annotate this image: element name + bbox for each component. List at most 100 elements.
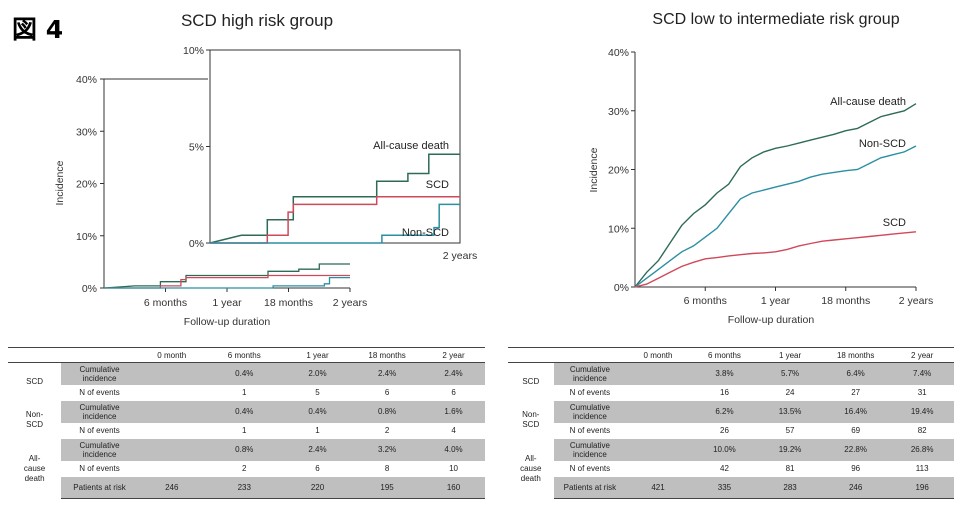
y-tick-label: 0%: [82, 283, 97, 295]
table-header-cell: [508, 347, 554, 363]
x-tick-label: 6 months: [684, 295, 727, 307]
series-line-all-cause-death: [634, 103, 917, 288]
table-cell: 24: [785, 388, 795, 397]
table-row: Non- SCD Cumulative incidence 0.4% 0.4% 0.8%…: [8, 400, 485, 429]
table-row: SCD Cumulative incidence 3.8% 5.7% 6.4% 7.4%: [508, 362, 954, 386]
group-label: All- cause death: [520, 453, 542, 483]
table-cell: 57: [785, 426, 795, 435]
table-cell: 335: [689, 476, 760, 499]
table-row: N of events 16 24 27 31: [508, 385, 954, 401]
table-cell: 1: [242, 426, 247, 435]
inset-y-tick-label: 0%: [189, 238, 204, 250]
table-cell: 160: [422, 476, 485, 499]
table-cell: 2.4%: [282, 438, 353, 461]
chart-title: SCD low to intermediate risk group: [652, 11, 899, 28]
table-cell: [138, 423, 206, 439]
table-cell: 5: [315, 388, 320, 397]
inset-series-line-scd: [210, 195, 460, 244]
table-cell: 220: [282, 476, 353, 499]
inset-y-tick-label: 10%: [183, 45, 204, 57]
table-header-cell: [553, 347, 627, 363]
table-low-intermediate-risk: 0 month 6 months 1 year 18 months 2 year SCD C…: [508, 347, 954, 499]
table-row: N of events 42 81 96 113: [508, 461, 954, 477]
x-axis-label: Follow-up duration: [184, 316, 271, 328]
table-cell: 6: [384, 388, 390, 397]
table-cell: 19.4%: [890, 400, 954, 423]
inset-frame: [209, 49, 461, 244]
series-label-all-cause-death: All-cause death: [830, 96, 906, 108]
charts-canvas: SCD high risk group 0% 10% 20% 30% 40% 6 month…: [54, 11, 933, 328]
chart-low-intermediate-risk: SCD low to intermediate risk group 0% 10% 2…: [588, 11, 933, 326]
row-label: Cumulative incidence: [61, 438, 138, 461]
table-cell: [626, 438, 690, 461]
inset-series-line-non-scd: [210, 203, 460, 244]
table-cell: 81: [785, 464, 795, 473]
table-cell: 96: [851, 464, 861, 473]
table-cell: [626, 400, 690, 423]
y-tick-label: 30%: [76, 126, 97, 138]
table-cell: 6.4%: [820, 362, 891, 385]
table-row: All- cause death Cumulative incidence 0.8%…: [8, 438, 485, 483]
y-tick-label: 10%: [76, 231, 97, 243]
table-row: N of events 1 1 2 4: [8, 423, 485, 439]
table-cell: 26.8%: [890, 438, 954, 461]
row-label: Cumulative incidence: [553, 438, 627, 461]
table-cell: 7.4%: [890, 362, 954, 385]
table-header-cell: 6 months: [689, 347, 760, 363]
table-row: All- cause death Cumulative incidence 10.0…: [508, 438, 954, 483]
table-cell: 2.0%: [282, 362, 353, 385]
chart-title: SCD high risk group: [181, 11, 333, 30]
table-cell: [137, 362, 206, 385]
table-cell: 10.0%: [689, 438, 760, 461]
series-label-non-scd: Non-SCD: [402, 227, 449, 239]
y-tick-label: 40%: [76, 74, 97, 86]
table-cell: 0.8%: [352, 400, 423, 423]
series-label-non-scd: Non-SCD: [859, 138, 906, 150]
row-label: Cumulative incidence: [61, 400, 138, 423]
table-row: N of events 26 57 69 82: [508, 423, 954, 439]
row-label: N of events: [569, 388, 611, 397]
series-label-scd: SCD: [426, 179, 449, 191]
table-cell: 82: [917, 426, 927, 435]
x-tick-label: 1 year: [212, 297, 242, 309]
table-cell: 3.8%: [689, 362, 760, 385]
table-cell: [626, 461, 690, 477]
table-cell: [138, 461, 206, 477]
table-cell: 113: [915, 464, 929, 473]
row-label: Patients at risk: [61, 476, 138, 499]
y-tick-label: 40%: [608, 47, 629, 59]
table-cell: 31: [917, 388, 927, 397]
table-cell: 2.4%: [352, 362, 423, 385]
figure-label: 図 4: [12, 15, 64, 44]
table-cell: 4.0%: [422, 438, 485, 461]
table-header-cell: 18 months: [820, 347, 891, 363]
row-label: Cumulative incidence: [61, 362, 138, 385]
table-header-cell: 1 year: [282, 347, 353, 363]
table-cell: 1.6%: [422, 400, 485, 423]
table-cell: 1: [315, 426, 320, 435]
row-label: N of events: [79, 388, 120, 397]
series-line-scd: [634, 231, 917, 288]
x-tick-label: 2 years: [899, 295, 933, 307]
inset-x-end-label: 2 years: [443, 250, 477, 262]
table-cell: 8: [384, 464, 390, 473]
table-cell: 0.8%: [205, 438, 283, 461]
chart-high-risk: SCD high risk group 0% 10% 20% 30% 40% 6 month…: [54, 11, 477, 328]
x-tick-label: 18 months: [821, 295, 870, 307]
table-cell: [137, 400, 206, 423]
table-cell: [626, 385, 690, 401]
table-cell: 22.8%: [820, 438, 891, 461]
group-label: Non- SCD: [25, 409, 44, 429]
table-cell: 19.2%: [759, 438, 821, 461]
y-tick-label: 30%: [608, 106, 629, 118]
table-row: Non- SCD Cumulative incidence 6.2% 13.5% 16.…: [508, 400, 954, 429]
y-tick-label: 20%: [608, 165, 629, 177]
y-tick-label: 20%: [76, 179, 97, 191]
group-label: All- cause death: [23, 453, 46, 483]
table-cell: [626, 423, 690, 439]
series-label-all-cause-death: All-cause death: [373, 140, 449, 152]
table-cell: 283: [759, 476, 821, 499]
table-cell: 246: [820, 476, 891, 499]
table-cell: 3.2%: [352, 438, 423, 461]
group-label: Non- SCD: [522, 409, 540, 429]
